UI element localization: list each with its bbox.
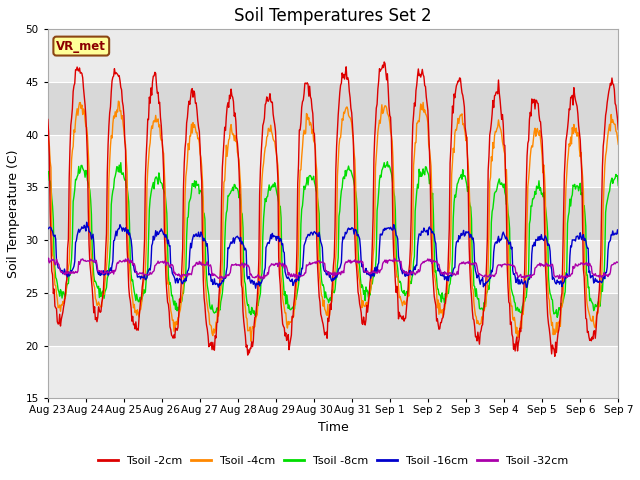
Tsoil -2cm xyxy=(614,127,622,132)
Tsoil -2cm xyxy=(113,71,121,76)
Bar xyxy=(48,29,618,82)
Tsoil -8cm xyxy=(44,169,52,175)
Tsoil -8cm xyxy=(171,298,179,304)
Bar xyxy=(48,240,618,293)
Tsoil -2cm xyxy=(380,59,388,65)
Line: Tsoil -4cm: Tsoil -4cm xyxy=(48,101,618,341)
Tsoil -16cm xyxy=(614,230,622,236)
Tsoil -8cm xyxy=(614,182,622,188)
Tsoil -4cm xyxy=(202,282,209,288)
Title: Soil Temperatures Set 2: Soil Temperatures Set 2 xyxy=(234,7,432,25)
Y-axis label: Soil Temperature (C): Soil Temperature (C) xyxy=(7,150,20,278)
Tsoil -2cm xyxy=(171,335,179,341)
Tsoil -32cm xyxy=(202,262,209,267)
Bar xyxy=(48,82,618,135)
Tsoil -16cm xyxy=(421,228,429,233)
Tsoil -2cm xyxy=(44,117,52,122)
Tsoil -4cm xyxy=(54,305,62,311)
Tsoil -2cm xyxy=(201,302,209,308)
Text: VR_met: VR_met xyxy=(56,39,106,53)
Tsoil -32cm xyxy=(45,255,52,261)
Tsoil -16cm xyxy=(172,280,179,286)
X-axis label: Time: Time xyxy=(317,421,348,434)
Legend: Tsoil -2cm, Tsoil -4cm, Tsoil -8cm, Tsoil -16cm, Tsoil -32cm: Tsoil -2cm, Tsoil -4cm, Tsoil -8cm, Tsoi… xyxy=(93,452,573,471)
Tsoil -8cm xyxy=(403,288,411,294)
Tsoil -16cm xyxy=(54,265,62,271)
Bar xyxy=(48,346,618,398)
Tsoil -4cm xyxy=(421,107,429,113)
Tsoil -32cm xyxy=(55,262,63,267)
Tsoil -16cm xyxy=(404,273,412,278)
Tsoil -4cm xyxy=(115,98,122,104)
Tsoil -2cm xyxy=(420,74,428,80)
Tsoil -4cm xyxy=(113,107,121,113)
Tsoil -4cm xyxy=(247,338,255,344)
Tsoil -2cm xyxy=(54,321,62,327)
Tsoil -4cm xyxy=(614,142,622,147)
Tsoil -8cm xyxy=(113,164,121,169)
Tsoil -2cm xyxy=(551,353,559,359)
Line: Tsoil -2cm: Tsoil -2cm xyxy=(48,62,618,356)
Tsoil -4cm xyxy=(44,124,52,130)
Bar xyxy=(48,135,618,188)
Tsoil -32cm xyxy=(404,270,412,276)
Tsoil -8cm xyxy=(201,216,209,222)
Tsoil -8cm xyxy=(554,314,561,320)
Bar xyxy=(48,188,618,240)
Tsoil -32cm xyxy=(421,258,429,264)
Tsoil -8cm xyxy=(54,287,62,292)
Tsoil -4cm xyxy=(404,290,412,296)
Tsoil -16cm xyxy=(252,285,259,291)
Tsoil -2cm xyxy=(403,298,411,303)
Tsoil -16cm xyxy=(83,219,90,225)
Line: Tsoil -16cm: Tsoil -16cm xyxy=(48,222,618,288)
Line: Tsoil -32cm: Tsoil -32cm xyxy=(48,258,618,279)
Tsoil -16cm xyxy=(114,227,122,233)
Tsoil -16cm xyxy=(44,226,52,231)
Tsoil -32cm xyxy=(172,272,179,278)
Tsoil -32cm xyxy=(114,260,122,265)
Tsoil -4cm xyxy=(172,324,179,329)
Tsoil -32cm xyxy=(44,258,52,264)
Tsoil -32cm xyxy=(259,276,267,282)
Tsoil -16cm xyxy=(202,239,209,244)
Line: Tsoil -8cm: Tsoil -8cm xyxy=(48,162,618,317)
Bar xyxy=(48,293,618,346)
Tsoil -8cm xyxy=(383,159,391,165)
Tsoil -32cm xyxy=(614,259,622,265)
Tsoil -8cm xyxy=(420,170,428,176)
